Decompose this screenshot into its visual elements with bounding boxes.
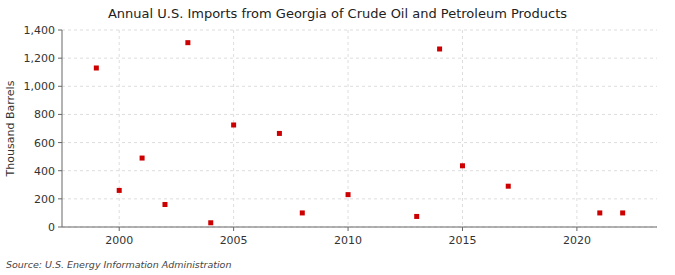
y-grid-line (62, 58, 657, 59)
y-tick (58, 114, 62, 115)
y-grid-line (62, 227, 657, 228)
y-tick-label: 600 (34, 137, 55, 150)
y-tick (58, 142, 62, 143)
x-tick-label: 2010 (334, 234, 362, 247)
y-tick-label: 200 (34, 193, 55, 206)
x-grid-line (348, 30, 349, 227)
y-tick (58, 30, 62, 31)
y-tick (58, 227, 62, 228)
x-grid-line (462, 30, 463, 227)
point (162, 202, 167, 207)
y-tick-label: 400 (34, 165, 55, 178)
point (140, 156, 145, 161)
x-tick (576, 227, 577, 231)
chart-svg: 0 200 400 600 800 1,000 1,200 1,400 2000 2005 2010… (0, 0, 675, 275)
y-grid-line (62, 114, 657, 115)
y-grid-line (62, 86, 657, 87)
x-tick-label: 2005 (220, 234, 248, 247)
x-tick-label: 2000 (105, 234, 133, 247)
y-tick-label: 1,200 (24, 52, 56, 65)
chart-title: Annual U.S. Imports from Georgia of Crud… (108, 6, 567, 21)
plot-background (62, 30, 657, 227)
y-tick-label: 800 (34, 108, 55, 121)
point (437, 46, 442, 51)
source-note: Source: U.S. Energy Information Administ… (6, 259, 231, 270)
points (94, 40, 625, 225)
x-tick (462, 227, 463, 231)
y-grid-line (62, 30, 657, 31)
y-tick (58, 198, 62, 199)
point (300, 210, 305, 215)
y-tick (58, 170, 62, 171)
x-grid-line (576, 30, 577, 227)
point (414, 214, 419, 219)
x-grid-line (119, 30, 120, 227)
x-grid-line (233, 30, 234, 227)
y-grid-line (62, 170, 657, 171)
x-tick (119, 227, 120, 231)
point (460, 163, 465, 168)
y-axis-label: Thousand Barrels (4, 80, 17, 177)
y-tick (58, 86, 62, 87)
y-tick-label: 1,400 (24, 24, 56, 37)
point (231, 122, 236, 127)
point (185, 40, 190, 45)
axes: 0 200 400 600 800 1,000 1,200 1,400 2000 2005 2010… (24, 24, 658, 247)
x-tick-label: 2020 (563, 234, 591, 247)
point (208, 220, 213, 225)
y-tick (58, 58, 62, 59)
point (277, 131, 282, 136)
y-tick-label: 1,000 (24, 80, 56, 93)
x-tick (233, 227, 234, 231)
point (506, 184, 511, 189)
x-axis-line (62, 227, 657, 228)
point (346, 192, 351, 197)
y-grid-line (62, 198, 657, 199)
x-tick-label: 2015 (448, 234, 476, 247)
grid (62, 30, 657, 227)
y-grid-line (62, 142, 657, 143)
y-axis-line (62, 30, 63, 227)
y-tick-label: 0 (48, 221, 55, 234)
point (94, 65, 99, 70)
chart-container: 0 200 400 600 800 1,000 1,200 1,400 2000 2005 2010… (0, 0, 675, 275)
x-tick (348, 227, 349, 231)
point (117, 188, 122, 193)
point (620, 210, 625, 215)
point (597, 210, 602, 215)
